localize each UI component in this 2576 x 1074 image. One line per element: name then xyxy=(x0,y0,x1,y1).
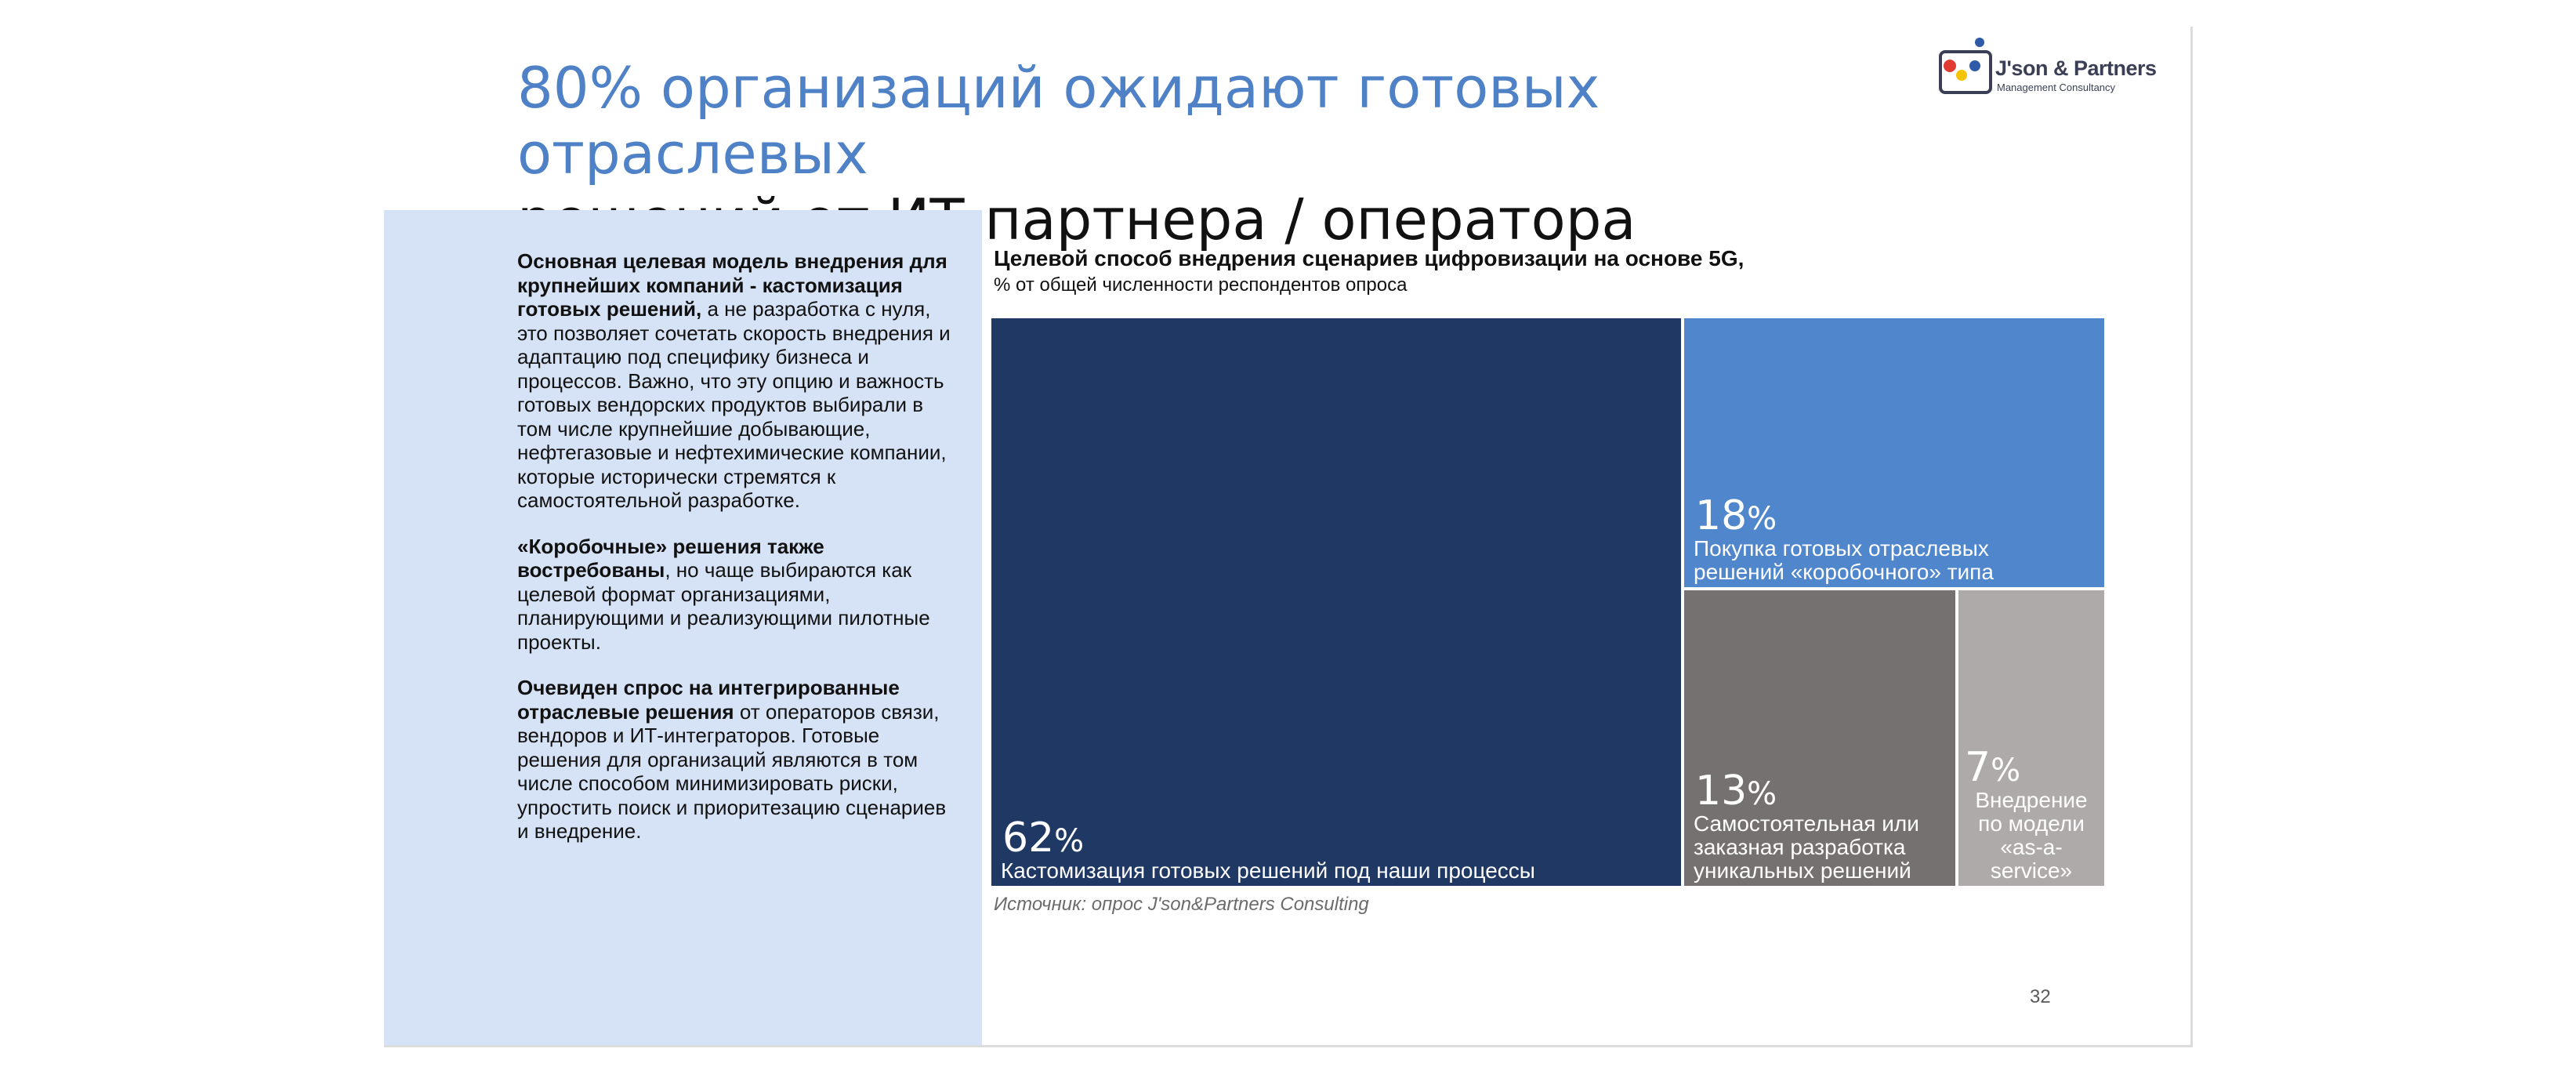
left-panel xyxy=(384,210,982,1045)
tile-customization-value: 62% xyxy=(1002,815,1084,862)
title-line-1: 80% организаций ожидают готовых отраслев… xyxy=(517,55,1600,187)
logo-tagline: Management Consultancy xyxy=(1997,82,2116,93)
slide-edge-right xyxy=(2190,27,2193,1047)
tile-as-a-service-value: 7% xyxy=(1965,744,2020,791)
chart-subtitle: % от общей численности респондентов опро… xyxy=(994,274,1408,296)
tile-own-development-label: Самостоятельная или заказная разработка ун… xyxy=(1694,811,1919,883)
left-paragraph-2-text: , но чаще выбираются как целевой формат … xyxy=(517,558,930,654)
tile-as-a-service: Внедрение по модели «as-a-service»7% xyxy=(1958,590,2104,886)
tile-boxed-solutions-rect xyxy=(1684,318,2104,587)
tile-boxed-solutions-label: Покупка готовых отраслевых решений «короб… xyxy=(1694,536,1994,584)
slide-title: 80% организаций ожидают готовых отраслев… xyxy=(517,55,1928,252)
tile-own-development: Самостоятельная или заказная разработка ун… xyxy=(1684,590,1955,886)
left-paragraph-1: Основная целевая модель внедрения для кр… xyxy=(517,249,962,513)
tile-boxed-solutions-value: 18% xyxy=(1695,492,1777,539)
tile-customization-label: Кастомизация готовых решений под наши пр… xyxy=(1001,858,1535,883)
chart-title: Целевой способ внедрения сценариев цифро… xyxy=(994,246,1745,270)
left-paragraph-1-text: а не разработка с нуля, это позволяет со… xyxy=(517,297,951,512)
left-paragraph-3: Очевиден спрос на интегрированные отрасл… xyxy=(517,676,962,844)
left-paragraph-2: «Коробочные» решения также востребованы,… xyxy=(517,535,962,655)
left-paragraph-3-text: от операторов связи, вендоров и ИТ-интег… xyxy=(517,699,947,844)
left-paragraph-3-bold: Очевиден спрос на интегрированные отрасл… xyxy=(517,676,900,724)
tile-boxed-solutions: Покупка готовых отраслевых решений «короб… xyxy=(1684,318,2104,587)
tile-as-a-service-rect xyxy=(1958,590,2104,886)
tile-customization: Кастомизация готовых решений под наши пр… xyxy=(991,318,1681,886)
tile-own-development-value: 13% xyxy=(1695,767,1777,815)
logo-wordmark: J'son & Partners xyxy=(1995,56,2157,80)
company-logo: J'son & Partners Management Consultancy xyxy=(1936,34,2171,105)
logo-mark-icon xyxy=(1939,38,1992,94)
tile-customization-rect xyxy=(991,318,1681,886)
left-panel-text: Основная целевая модель внедрения для кр… xyxy=(517,249,962,865)
page-number: 32 xyxy=(2030,986,2051,1007)
source-note: Источник: опрос J'son&Partners Consultin… xyxy=(994,894,1369,915)
tile-as-a-service-label: Внедрение по модели «as-a-service» xyxy=(1975,788,2087,883)
left-paragraph-2-bold: «Коробочные» решения также востребованы xyxy=(517,534,824,582)
left-paragraph-1-bold: Основная целевая модель внедрения для кр… xyxy=(517,249,947,321)
slide-edge-bottom xyxy=(384,1045,2193,1047)
tile-own-development-rect xyxy=(1684,590,1955,886)
